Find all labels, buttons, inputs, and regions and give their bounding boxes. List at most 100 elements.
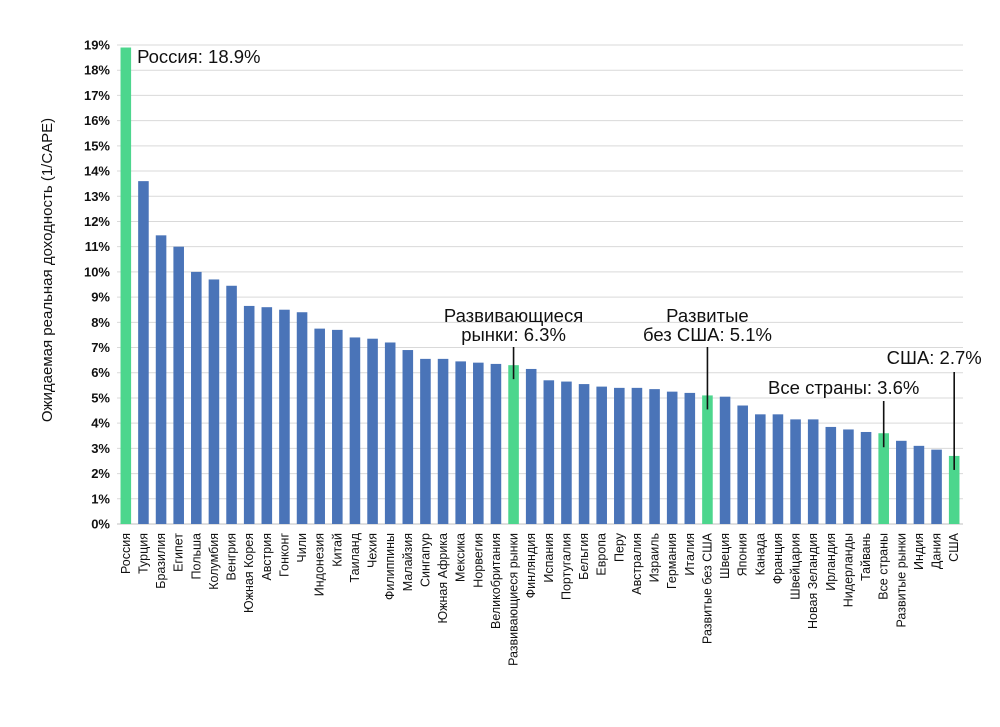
bar (525, 368, 537, 524)
annotation-label: США: 2.7% (887, 347, 982, 368)
y-tick-label: 19% (84, 38, 110, 53)
x-tick-label: Колумбия (207, 533, 221, 590)
x-tick-label: Сингапур (418, 533, 432, 587)
annotation-label: Развивающиеся (444, 305, 583, 326)
x-tick-label: Южная Корея (242, 533, 256, 613)
bar (737, 405, 748, 524)
bar (508, 365, 519, 524)
bar (437, 358, 449, 524)
x-tick-label: Испания (542, 533, 556, 583)
y-axis-ticks: 0% 1% 2% 3% 4% 5% 6% 7% 8% 9% 10% 11% 12% 13% 14% 15% 16… (84, 38, 110, 532)
bar (349, 337, 361, 524)
y-tick-label: 8% (91, 315, 110, 330)
y-tick-label: 0% (91, 517, 110, 532)
x-tick-label: Развитые без США (700, 532, 714, 644)
y-tick-label: 9% (91, 290, 110, 305)
bar (596, 386, 607, 524)
x-tick-label: Турция (136, 533, 150, 574)
bar (243, 305, 255, 524)
bar (948, 455, 960, 524)
x-tick-label: Европа (595, 533, 609, 576)
y-tick-label: 1% (91, 491, 110, 506)
x-tick-label: Австралия (630, 533, 644, 595)
bar (120, 47, 132, 524)
annotation-label: рынки: 6.3% (461, 324, 566, 345)
annotation-label: Все страны: 3.6% (768, 377, 919, 398)
x-tick-label: Чили (295, 533, 309, 563)
x-tick-label: Польша (189, 533, 203, 579)
bar (455, 361, 466, 524)
x-tick-label: Китай (330, 533, 344, 567)
annotation-label: Развитые (666, 305, 749, 326)
bars (120, 47, 960, 524)
y-tick-label: 4% (91, 416, 110, 431)
y-tick-label: 18% (84, 63, 110, 78)
bar (367, 338, 378, 524)
x-tick-label: Мексика (454, 533, 468, 582)
bar (913, 445, 925, 524)
grid-lines (117, 44, 963, 525)
x-tick-label: Индонезия (313, 533, 327, 596)
bar (719, 396, 731, 524)
bar (878, 433, 889, 524)
bar (208, 279, 220, 524)
x-tick-label: Венгрия (225, 533, 239, 580)
y-tick-label: 11% (85, 239, 111, 254)
y-tick-label: 5% (91, 390, 110, 405)
bar (191, 271, 202, 524)
y-tick-label: 12% (84, 214, 110, 229)
bar (473, 362, 484, 524)
bar (420, 358, 431, 524)
x-tick-label: Австрия (260, 533, 274, 581)
bar (614, 387, 625, 524)
bar (384, 342, 396, 524)
x-tick-label: Египет (172, 533, 186, 572)
bar (755, 414, 766, 524)
bar (807, 419, 819, 524)
y-tick-label: 7% (91, 340, 110, 355)
x-tick-label: Новая Зеландия (806, 533, 820, 629)
x-tick-label: Малайзия (401, 533, 415, 591)
bar (772, 414, 784, 524)
bar (702, 395, 713, 524)
x-tick-label: Финляндия (524, 533, 538, 598)
annotation-label: Россия: 18.9% (137, 46, 260, 67)
y-tick-label: 2% (91, 466, 110, 481)
bar (332, 329, 343, 524)
x-tick-label: Развивающиеся рынки (507, 533, 521, 666)
x-tick-label: Италия (683, 533, 697, 576)
x-tick-label: Все страны (877, 533, 891, 600)
bar (261, 307, 273, 524)
x-tick-label: Канада (753, 533, 767, 575)
x-tick-label: Россия (119, 533, 133, 574)
bar (561, 381, 572, 524)
bar (402, 350, 414, 524)
bar (296, 312, 308, 524)
y-tick-label: 14% (84, 164, 110, 179)
y-tick-label: 6% (91, 365, 110, 380)
x-tick-label: Таиланд (348, 532, 362, 582)
y-axis-label: Ожидаемая реальная доходность (1/CAPE) (39, 118, 56, 422)
x-tick-label: Индия (912, 533, 926, 570)
x-tick-label: Чехия (366, 533, 380, 568)
bar (860, 431, 872, 524)
x-axis-ticks: Россия Турция Бразилия Египет Польша Колумбия… (119, 532, 961, 666)
x-tick-label: Дания (930, 533, 944, 569)
x-tick-label: США (947, 532, 961, 561)
x-tick-label: Швейцария (789, 533, 803, 600)
annotation-label: без США: 5.1% (643, 324, 772, 345)
bar (543, 380, 555, 524)
bar (666, 391, 678, 524)
bar (825, 426, 837, 524)
bar (578, 384, 590, 524)
x-tick-label: Филиппины (383, 533, 397, 600)
x-tick-label: Португалия (559, 533, 573, 600)
bar (631, 387, 643, 524)
x-tick-label: Перу (612, 532, 626, 562)
bar (155, 235, 167, 524)
x-tick-label: Норвегия (471, 533, 485, 588)
x-tick-label: Нидерланды (841, 533, 855, 607)
bar (314, 328, 325, 524)
